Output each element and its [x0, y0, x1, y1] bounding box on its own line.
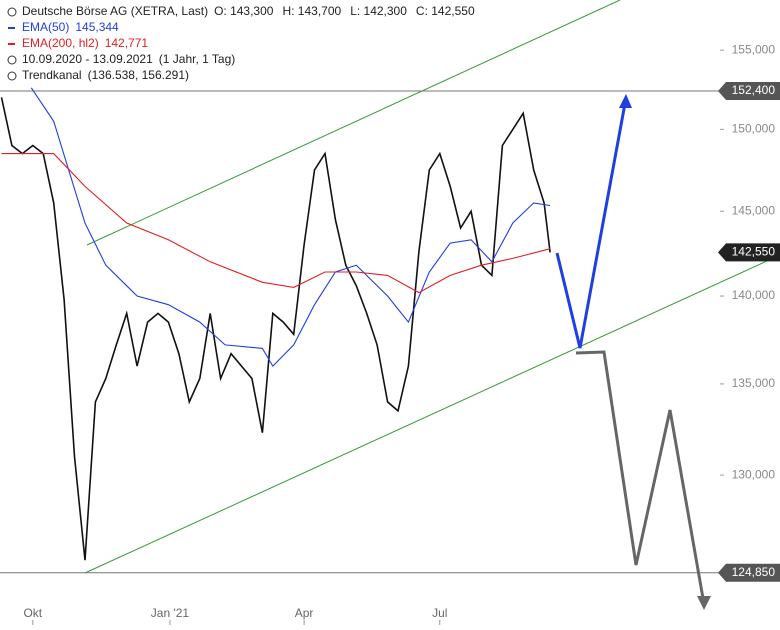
series-line: [0, 97, 551, 561]
series-line: [30, 87, 551, 367]
y-tick-label: 155,000: [732, 42, 776, 56]
legend-stat: C: 142,550: [416, 4, 475, 18]
legend-swatch: [8, 27, 15, 29]
y-tick-label: 130,000: [732, 467, 776, 481]
x-tick-label: Jul: [432, 606, 447, 620]
legend-value: 142,771: [105, 36, 149, 50]
legend-icon: [7, 7, 17, 17]
price-label-box: [718, 243, 780, 262]
y-tick-label: 145,000: [732, 203, 776, 217]
projection-down: [575, 350, 706, 605]
legend-stat: L: 142,300: [350, 4, 407, 18]
legend-label: Trendkanal: [22, 68, 82, 82]
price-label: 142,550: [732, 245, 776, 259]
x-tick-label: Okt: [23, 606, 42, 620]
legend-value: 145,344: [75, 20, 119, 34]
legend-stat: O: 143,300: [214, 4, 274, 18]
trend-channel-lower: [84, 254, 780, 574]
legend-icon: [7, 55, 17, 65]
price-label: 152,400: [732, 83, 776, 97]
legend-stat: H: 143,700: [282, 4, 341, 18]
arrow-head: [697, 596, 711, 610]
legend-swatch: [8, 43, 15, 45]
legend-value: (1 Jahr, 1 Tag): [159, 52, 236, 66]
legend-label: Deutsche Börse AG (XETRA, Last): [22, 4, 208, 18]
legend-icon: [7, 71, 17, 81]
price-label-box: [718, 563, 780, 582]
series-line: [1, 153, 551, 294]
y-tick-label: 150,000: [732, 122, 776, 136]
legend-value: (136.538, 156.291): [88, 68, 189, 82]
arrow-head: [619, 94, 632, 108]
legend-label: EMA(200, hl2): [22, 36, 99, 50]
price-label: 124,850: [732, 565, 776, 579]
projection-up: [555, 97, 628, 349]
legend-label: 10.09.2020 - 13.09.2021: [22, 52, 153, 66]
trend-channel-upper: [86, 0, 621, 246]
x-tick-label: Jan '21: [151, 606, 190, 620]
x-tick-label: Apr: [295, 606, 314, 620]
y-tick-label: 140,000: [732, 288, 776, 302]
y-tick-label: 135,000: [732, 376, 776, 390]
price-label-box: [718, 82, 780, 101]
legend-label: EMA(50): [22, 20, 69, 34]
